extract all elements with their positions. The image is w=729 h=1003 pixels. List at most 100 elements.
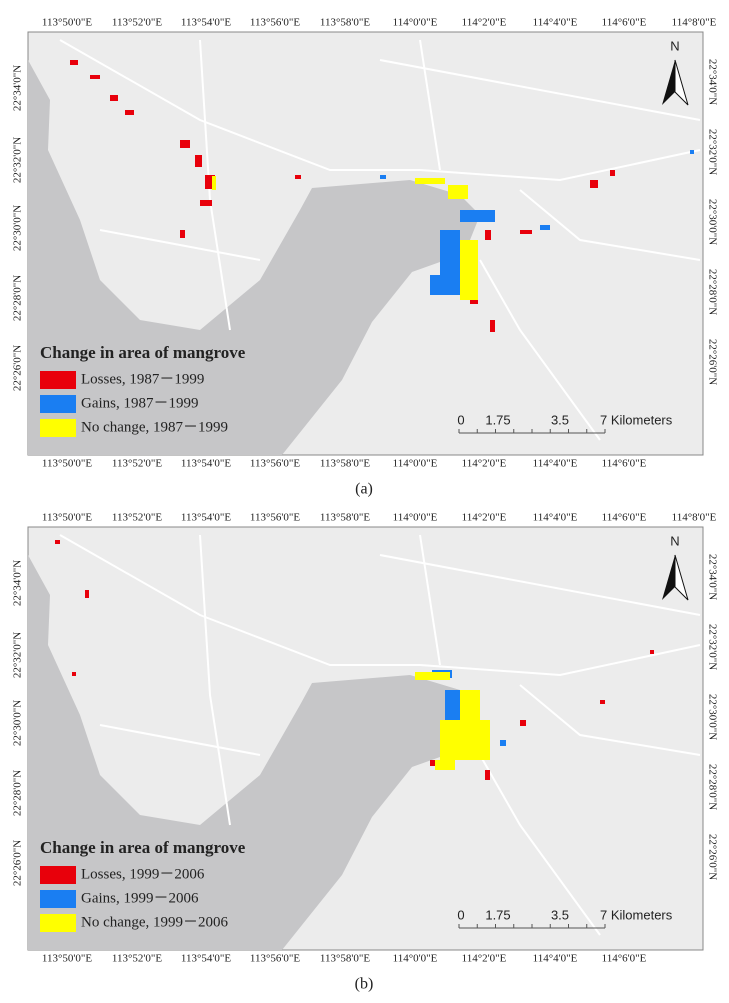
caption: (a)	[355, 481, 373, 498]
road	[519, 189, 701, 261]
legend-label: Losses, 1987－1999	[81, 371, 204, 387]
mangrove-patch	[415, 672, 450, 680]
mangrove-patch	[540, 225, 550, 230]
longitude-label: 114°8'0"E	[672, 17, 717, 29]
latitude-label: 22°30'0"N	[12, 700, 24, 746]
mangrove-patch	[460, 240, 478, 300]
scale-label: 7 Kilometers	[600, 412, 673, 427]
caption: (b)	[355, 976, 374, 993]
longitude-label: 114°6'0"E	[602, 953, 647, 965]
road	[99, 229, 261, 261]
longitude-label: 113°58'0"E	[320, 953, 370, 965]
longitude-label: 114°6'0"E	[602, 512, 647, 524]
road	[419, 39, 441, 171]
mangrove-patch	[110, 95, 118, 101]
mangrove-patch	[500, 740, 506, 746]
mangrove-patch	[440, 230, 460, 275]
mangrove-patch	[195, 155, 202, 167]
latitude-label: 22°26'0"N	[12, 345, 24, 391]
legend-label: Gains, 1999－2006	[81, 890, 199, 906]
mangrove-patch	[200, 200, 212, 206]
longitude-label: 114°0'0"E	[393, 953, 438, 965]
mangrove-patch	[520, 720, 526, 726]
legend-swatch	[40, 371, 76, 389]
road	[419, 534, 441, 666]
longitude-label: 113°50'0"E	[42, 512, 92, 524]
latitude-label: 22°34'0"N	[12, 65, 24, 111]
mangrove-patch	[380, 175, 386, 179]
latitude-label: 22°28'0"N	[12, 275, 24, 321]
longitude-label: 113°56'0"E	[250, 17, 300, 29]
road	[479, 754, 601, 936]
latitude-label: 22°26'0"N	[12, 840, 24, 886]
latitude-label: 22°34'0"N	[706, 59, 718, 105]
longitude-label: 113°56'0"E	[250, 512, 300, 524]
road	[99, 724, 261, 756]
longitude-label: 114°4'0"E	[533, 953, 578, 965]
mangrove-patch	[85, 590, 89, 598]
longitude-label: 113°54'0"E	[181, 17, 231, 29]
longitude-label: 113°52'0"E	[112, 953, 162, 965]
longitude-label: 113°58'0"E	[320, 17, 370, 29]
legend-label: Losses, 1999－2006	[81, 866, 205, 882]
sea	[28, 60, 480, 455]
mangrove-patch	[295, 175, 301, 179]
scale-label: 0	[457, 412, 464, 427]
mangrove-patch	[72, 672, 76, 676]
legend-swatch	[40, 866, 76, 884]
legend-swatch	[40, 419, 76, 437]
longitude-label: 114°8'0"E	[672, 512, 717, 524]
mangrove-patch	[690, 150, 694, 154]
north-arrow	[662, 555, 675, 600]
road	[479, 259, 601, 441]
road	[199, 534, 231, 826]
legend-swatch	[40, 395, 76, 413]
road	[379, 59, 701, 121]
latitude-label: 22°30'0"N	[12, 205, 24, 251]
mangrove-patch	[180, 230, 185, 238]
mangrove-patch	[490, 320, 495, 332]
scale-label: 1.75	[485, 907, 510, 922]
legend-label: Gains, 1987－1999	[81, 395, 199, 411]
longitude-label: 113°50'0"E	[42, 953, 92, 965]
mangrove-patch	[430, 760, 436, 766]
scale-label: 7 Kilometers	[600, 907, 673, 922]
mangrove-patch	[415, 178, 445, 184]
latitude-label: 22°32'0"N	[706, 129, 718, 175]
map-panel: 113°50'0"E 113°52'0"E 113°54'0"E 113°56'0"E…	[12, 17, 719, 498]
longitude-label: 113°52'0"E	[112, 458, 162, 470]
latitude-label: 22°30'0"N	[706, 199, 718, 245]
mangrove-patch	[520, 230, 532, 234]
road	[379, 554, 701, 616]
longitude-label: 114°2'0"E	[462, 458, 507, 470]
mangrove-patch	[445, 690, 463, 720]
mangrove-patch	[430, 275, 460, 295]
scale-label: 3.5	[551, 907, 569, 922]
longitude-label: 114°4'0"E	[533, 512, 578, 524]
longitude-label: 114°2'0"E	[462, 512, 507, 524]
latitude-label: 22°32'0"N	[12, 632, 24, 678]
longitude-label: 113°50'0"E	[42, 17, 92, 29]
mangrove-patch	[460, 690, 480, 730]
mangrove-patch	[448, 185, 468, 199]
legend-title: Change in area of mangrove	[40, 343, 246, 362]
longitude-label: 114°0'0"E	[393, 17, 438, 29]
longitude-label: 113°56'0"E	[250, 953, 300, 965]
latitude-label: 22°30'0"N	[706, 694, 718, 740]
longitude-label: 113°54'0"E	[181, 458, 231, 470]
longitude-label: 113°50'0"E	[42, 458, 92, 470]
longitude-label: 113°58'0"E	[320, 512, 370, 524]
scale-label: 0	[457, 907, 464, 922]
north-label: N	[670, 38, 679, 53]
latitude-label: 22°32'0"N	[12, 137, 24, 183]
north-arrow	[662, 60, 675, 105]
longitude-label: 114°6'0"E	[602, 458, 647, 470]
legend-swatch	[40, 890, 76, 908]
longitude-label: 113°52'0"E	[112, 512, 162, 524]
longitude-label: 113°54'0"E	[181, 953, 231, 965]
longitude-label: 114°6'0"E	[602, 17, 647, 29]
longitude-label: 113°56'0"E	[250, 458, 300, 470]
legend-swatch	[40, 914, 76, 932]
legend-label: No change, 1987－1999	[81, 419, 228, 435]
